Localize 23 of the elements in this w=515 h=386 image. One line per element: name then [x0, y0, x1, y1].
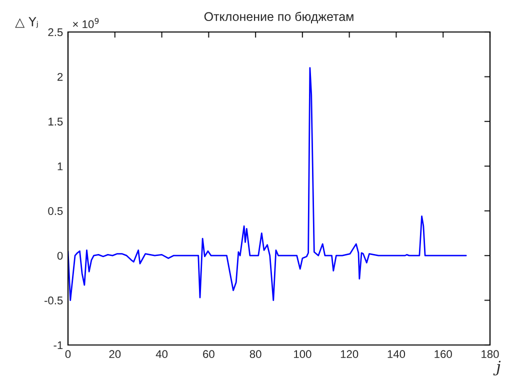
y-tick-label: 0.5 — [48, 207, 63, 215]
x-tick-label: 100 — [294, 350, 312, 358]
x-tick-label: 80 — [250, 350, 262, 358]
y-tick-label: -1 — [54, 341, 63, 350]
x-tick-label: 20 — [109, 350, 121, 358]
y-tick-label: 1 — [58, 162, 63, 170]
x-tick-label: 40 — [156, 350, 168, 358]
line-series — [68, 67, 467, 301]
y-tick-label: 2.5 — [48, 28, 63, 36]
text: × 10$^{9}$ — [72, 18, 99, 28]
y-tick-label: 1.5 — [48, 118, 63, 126]
x-tick-label: 60 — [203, 350, 214, 358]
x-tick-label: 0 — [65, 350, 71, 358]
y-tick-label: -0.5 — [44, 296, 63, 304]
x-tick-label: 160 — [434, 350, 452, 358]
chart-title: Отклонение по бюджетам — [204, 12, 354, 24]
y-tick-label: 2 — [58, 72, 63, 81]
x-axis-title: j — [493, 360, 501, 376]
x-tick-label: 120 — [340, 350, 358, 358]
x-tick-label: 140 — [388, 350, 406, 358]
x-tick-label: 180 — [482, 350, 499, 358]
y-tick-label: 0 — [57, 252, 63, 260]
y-axis-title: △ Yⱼ — [15, 17, 38, 28]
